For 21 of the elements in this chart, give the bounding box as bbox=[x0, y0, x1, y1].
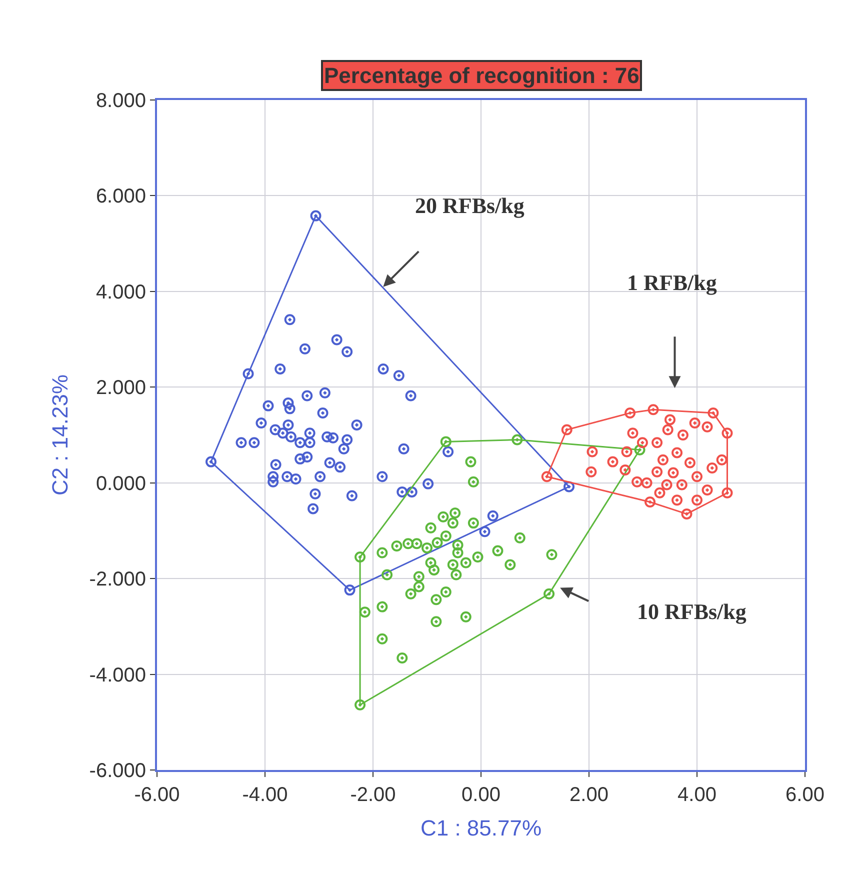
annotation: 20 RFBs/kg bbox=[415, 193, 524, 218]
y-tick-label: 2.000 bbox=[96, 377, 146, 400]
x-tick-label: 0.00 bbox=[462, 784, 500, 806]
y-tick-label: 0.000 bbox=[96, 472, 146, 495]
y-axis-title: C2 : 14.23% bbox=[48, 374, 73, 496]
annotation: 10 RFBs/kg bbox=[637, 599, 746, 624]
annotation: 1 RFB/kg bbox=[627, 270, 717, 295]
x-tick-label: -4.00 bbox=[242, 784, 288, 806]
y-tick-label: -6.000 bbox=[89, 760, 146, 782]
chart-title: Percentage of recognition : 76 bbox=[324, 63, 640, 88]
x-tick-label: 4.00 bbox=[678, 784, 716, 806]
x-axis-title: C1 : 85.77% bbox=[420, 815, 542, 840]
y-tick-label: -2.000 bbox=[89, 568, 146, 591]
y-tick-label: 8.000 bbox=[96, 90, 146, 112]
y-tick-label: 6.000 bbox=[96, 186, 146, 208]
x-tick-label: 6.00 bbox=[786, 784, 824, 806]
x-tick-label: -2.00 bbox=[350, 784, 396, 806]
x-tick-label: 2.00 bbox=[570, 784, 608, 806]
y-tick-label: 4.000 bbox=[96, 281, 146, 304]
x-tick-label: -6.00 bbox=[134, 784, 180, 806]
y-tick-label: -4.000 bbox=[89, 664, 146, 686]
